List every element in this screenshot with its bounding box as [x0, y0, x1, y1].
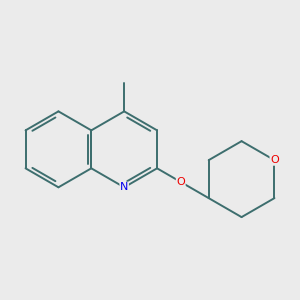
Text: O: O: [270, 155, 279, 165]
Text: O: O: [176, 177, 185, 187]
Text: N: N: [120, 182, 128, 192]
